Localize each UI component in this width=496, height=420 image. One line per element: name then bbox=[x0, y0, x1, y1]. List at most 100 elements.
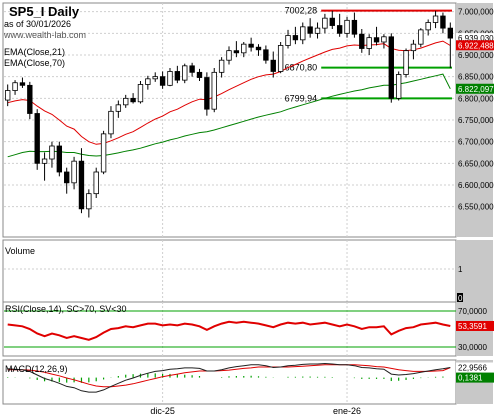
candle-body bbox=[174, 71, 181, 81]
candle-body bbox=[270, 59, 276, 72]
candle-body bbox=[366, 37, 372, 49]
macd-signal-line bbox=[7, 364, 451, 388]
price-tick-label: 6.550,000 bbox=[458, 203, 494, 212]
price-value-tag bbox=[456, 83, 494, 94]
candle-body bbox=[211, 71, 217, 110]
candle-body bbox=[263, 49, 269, 61]
x-tick-label: dic-25 bbox=[150, 406, 175, 416]
candle-body bbox=[27, 84, 33, 114]
rsi-series-line bbox=[7, 320, 451, 341]
volume-panel-title: Volume bbox=[5, 246, 35, 256]
candle-body bbox=[314, 27, 321, 34]
candle-body bbox=[292, 35, 299, 41]
candle-body bbox=[34, 113, 40, 164]
candle-body bbox=[218, 59, 225, 73]
x-axis: dic-25 ene-26 bbox=[150, 406, 361, 416]
candle-body bbox=[248, 43, 254, 48]
candle-body bbox=[440, 15, 446, 29]
candle-body bbox=[123, 97, 129, 106]
price-tick-label: 6.800,000 bbox=[458, 94, 494, 103]
candle-body bbox=[307, 26, 313, 34]
volume-last-value: 0 bbox=[458, 294, 463, 303]
candle-body bbox=[130, 97, 136, 103]
price-value-tag-label: 6.822,097 bbox=[458, 85, 494, 94]
candle-body bbox=[336, 25, 343, 34]
price-tick-label: 6.750,000 bbox=[458, 116, 494, 125]
macd-series-line bbox=[7, 362, 451, 393]
date-label: as of 30/01/2026 bbox=[4, 19, 71, 29]
candlestick-series bbox=[5, 10, 453, 218]
candle-body bbox=[196, 71, 203, 78]
candle-body bbox=[189, 65, 195, 73]
macd-hist-value-tag bbox=[456, 372, 494, 383]
ema21-legend-label: EMA(Close,21) bbox=[4, 47, 65, 57]
candle-body bbox=[241, 43, 247, 54]
macd-panel: 22,9566 0,1381 bbox=[2, 359, 494, 405]
macd-value-tag-label: 22,9566 bbox=[458, 363, 487, 372]
candle-body bbox=[388, 36, 394, 99]
annotation-label: 6799,94 bbox=[285, 93, 318, 103]
rsi-tick-label: 70,0000 bbox=[458, 307, 487, 316]
ema70-legend-label: EMA(Close,70) bbox=[4, 58, 65, 68]
rsi-panel-title: RSI(Close,14), SC>70, SV<30 bbox=[5, 304, 127, 314]
x-tick-label: ene-26 bbox=[333, 406, 361, 416]
candle-body bbox=[322, 17, 328, 29]
candle-body bbox=[145, 78, 151, 85]
candle-body bbox=[137, 84, 144, 103]
price-value-tag-label: 6.939,030 bbox=[458, 34, 494, 43]
candle-body bbox=[56, 145, 63, 173]
candle-body bbox=[152, 76, 158, 80]
price-tick-label: 7.000,000 bbox=[458, 8, 494, 17]
macd-grid: 22,9566 0,1381 bbox=[162, 360, 494, 404]
macd-value-tag bbox=[456, 362, 494, 373]
volume-grid bbox=[4, 240, 456, 302]
candle-body bbox=[344, 19, 350, 34]
candle-body bbox=[277, 45, 284, 72]
candle-body bbox=[233, 50, 240, 54]
candle-body bbox=[159, 76, 166, 86]
candle-body bbox=[78, 160, 85, 210]
candle-body bbox=[381, 36, 387, 43]
candle-body bbox=[300, 26, 306, 41]
candle-body bbox=[410, 43, 417, 52]
rsi-tick-label: 30,0000 bbox=[458, 343, 487, 352]
rsi-panel: 70,0000 30,0000 53,3591 bbox=[2, 301, 494, 357]
candle-body bbox=[86, 193, 92, 210]
candle-body bbox=[12, 82, 18, 91]
candle-body bbox=[49, 145, 55, 160]
price-annotation-lines: 7002,28 6870,80 6799,94 bbox=[285, 6, 452, 103]
candle-body bbox=[373, 37, 380, 43]
price-tick-label: 6.900,000 bbox=[458, 51, 494, 60]
candle-body bbox=[329, 17, 335, 26]
candle-body bbox=[432, 15, 439, 23]
candle-body bbox=[395, 74, 402, 99]
candle-body bbox=[19, 82, 26, 86]
candle-body bbox=[425, 22, 431, 31]
candle-body bbox=[41, 158, 48, 164]
price-tick-label: 6.700,000 bbox=[458, 138, 494, 147]
candle-body bbox=[108, 110, 114, 135]
candle-body bbox=[447, 27, 453, 39]
volume-panel bbox=[2, 239, 493, 303]
price-tick-label: 6.650,000 bbox=[458, 159, 494, 168]
macd-hist-value-tag-label: 0,1381 bbox=[458, 374, 483, 383]
candle-body bbox=[403, 50, 409, 75]
candle-body bbox=[285, 35, 291, 46]
candle-body bbox=[351, 19, 358, 35]
price-value-tag bbox=[456, 33, 494, 44]
annotation-label: 6870,80 bbox=[285, 63, 318, 73]
volume-tick-label: 1 bbox=[458, 265, 463, 274]
macd-panel-title: MACD(12,26,9) bbox=[5, 364, 68, 374]
rsi-value-tag bbox=[456, 320, 494, 331]
candle-body bbox=[5, 90, 11, 101]
candle-body bbox=[100, 133, 107, 173]
price-value-tag bbox=[456, 40, 494, 51]
price-value-tag-label: 6.922,488 bbox=[458, 41, 494, 50]
rsi-value-tag-label: 53,3591 bbox=[458, 322, 487, 331]
candle-body bbox=[71, 160, 77, 184]
candle-body bbox=[182, 65, 188, 81]
candle-body bbox=[167, 71, 173, 86]
candle-body bbox=[93, 171, 99, 195]
